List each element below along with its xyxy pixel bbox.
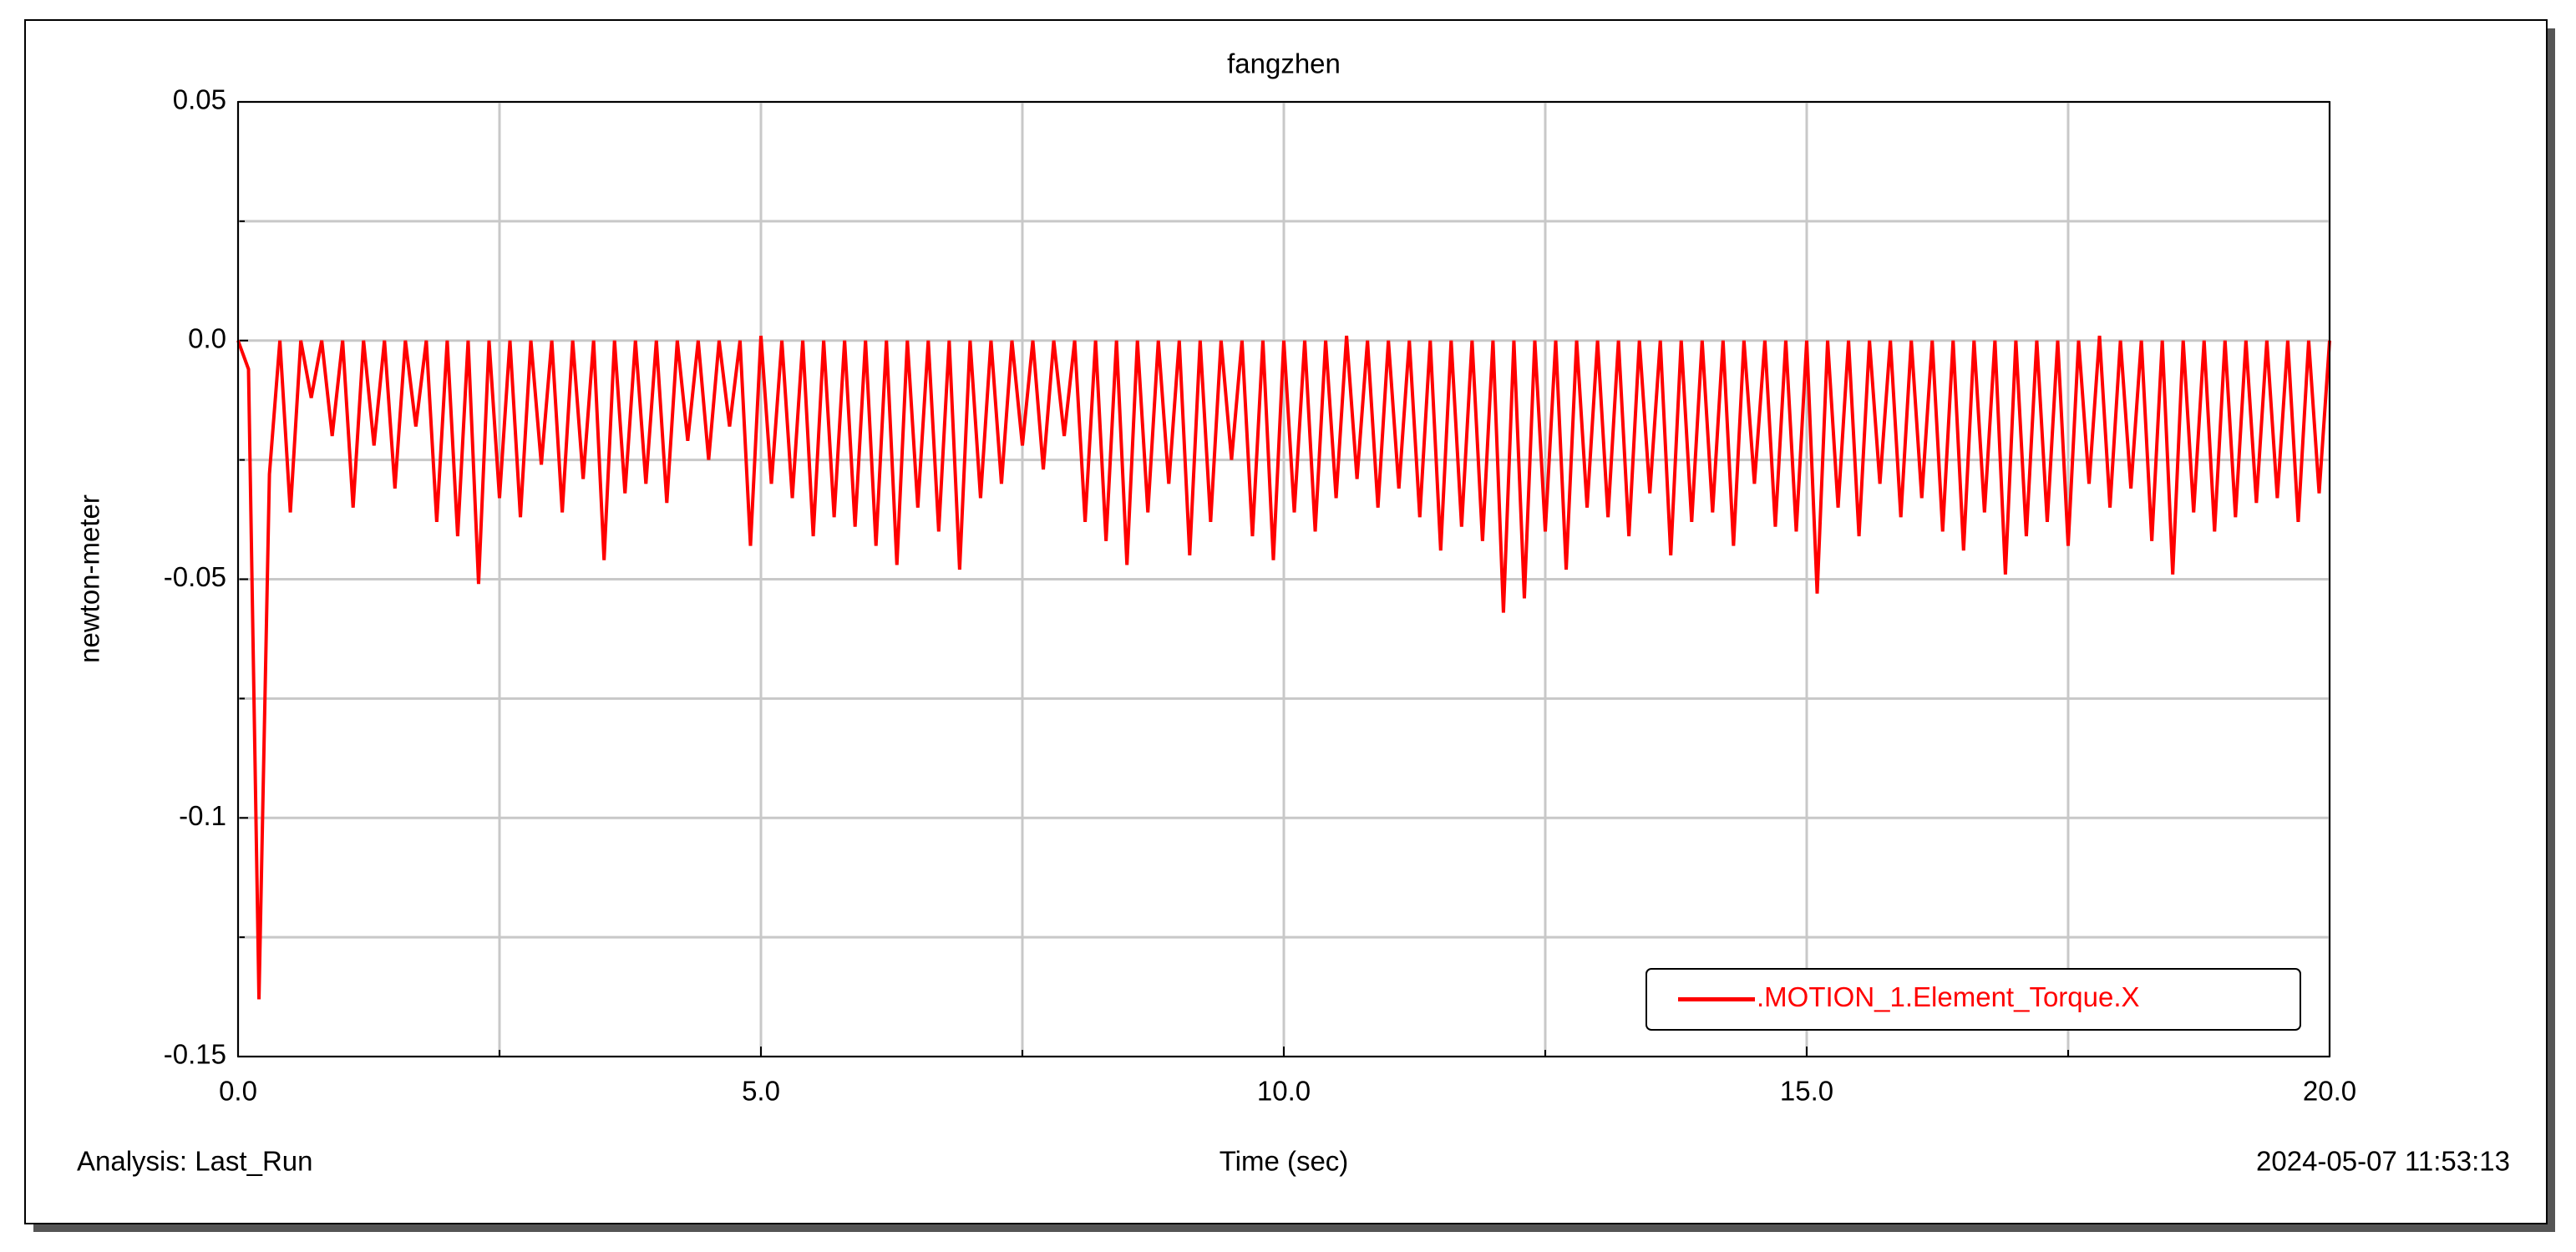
y-tick-label: -0.1 — [179, 800, 226, 831]
timestamp: 2024-05-07 11:53:13 — [2256, 1146, 2510, 1177]
legend: .MOTION_1.Element_Torque.X — [1645, 968, 2301, 1031]
legend-box — [1645, 968, 2301, 1031]
legend-label: .MOTION_1.Element_Torque.X — [1757, 981, 2140, 1012]
x-tick-label: 5.0 — [742, 1076, 780, 1107]
plot-border — [237, 101, 2330, 1057]
frame — [24, 19, 2548, 1224]
y-tick-label: 0.05 — [173, 84, 226, 115]
x-axis-label: Time (sec) — [1220, 1146, 1349, 1177]
x-tick-label: 10.0 — [1257, 1076, 1311, 1107]
line-series — [236, 335, 2331, 1000]
y-tick-label: -0.15 — [164, 1039, 226, 1070]
x-tick-label: 15.0 — [1780, 1076, 1833, 1107]
x-tick-label: 0.0 — [219, 1076, 257, 1107]
analysis-label: Analysis: Last_Run — [77, 1146, 312, 1177]
x-tick-label: 20.0 — [2303, 1076, 2356, 1107]
y-tick-label: 0.0 — [188, 322, 226, 353]
y-tick-label: -0.05 — [164, 561, 226, 592]
chart-title: fangzhen — [1227, 48, 1341, 79]
y-axis-label: newton-meter — [74, 494, 105, 663]
plot — [236, 335, 2331, 1000]
